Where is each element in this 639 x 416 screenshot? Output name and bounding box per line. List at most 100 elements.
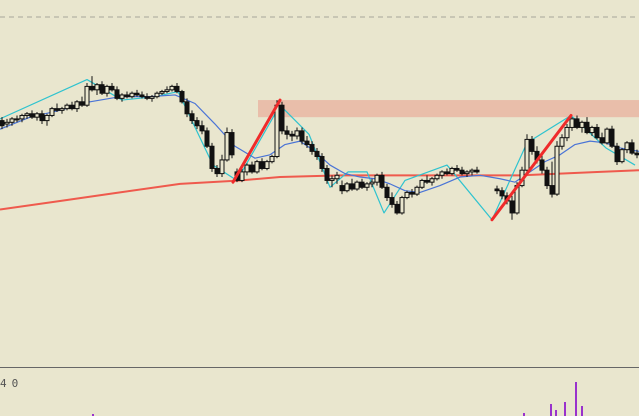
candle[interactable] [319, 153, 325, 172]
candle[interactable] [524, 134, 530, 172]
candle[interactable] [219, 154, 225, 178]
candle[interactable] [284, 125, 290, 140]
candle[interactable] [334, 171, 340, 184]
candle[interactable] [539, 154, 545, 174]
candle[interactable] [169, 84, 175, 92]
candle[interactable] [164, 86, 170, 94]
candle[interactable] [394, 200, 400, 215]
candle[interactable] [54, 103, 60, 113]
candle[interactable] [574, 115, 580, 130]
candle[interactable] [89, 76, 95, 92]
candle[interactable] [59, 106, 65, 114]
candle[interactable] [109, 82, 115, 92]
candle[interactable] [409, 189, 415, 198]
candle[interactable] [129, 91, 135, 99]
candle[interactable] [494, 185, 500, 195]
candle[interactable] [19, 113, 25, 123]
candle[interactable] [444, 168, 450, 176]
candle[interactable] [509, 195, 515, 220]
candle[interactable] [174, 82, 180, 94]
candle[interactable] [359, 178, 365, 189]
candle[interactable] [434, 173, 440, 181]
candle[interactable] [49, 106, 55, 118]
candle[interactable] [44, 113, 50, 126]
candle[interactable] [239, 168, 245, 183]
candle[interactable] [184, 98, 190, 118]
candle[interactable] [244, 163, 250, 176]
candle[interactable] [179, 89, 185, 104]
candle[interactable] [559, 134, 565, 150]
candle[interactable] [579, 120, 585, 133]
candle[interactable] [189, 110, 195, 125]
candle[interactable] [369, 178, 375, 188]
candle[interactable] [34, 112, 40, 121]
candle[interactable] [304, 135, 310, 148]
candle[interactable] [214, 165, 220, 178]
candle[interactable] [624, 141, 630, 154]
candle[interactable] [199, 120, 205, 135]
candle[interactable] [354, 180, 360, 191]
candle[interactable] [469, 168, 475, 176]
candle[interactable] [564, 124, 570, 142]
candle[interactable] [204, 127, 210, 148]
candle[interactable] [39, 110, 45, 125]
candle[interactable] [124, 91, 130, 99]
candle[interactable] [614, 142, 620, 166]
candle[interactable] [119, 93, 125, 102]
candle[interactable] [154, 91, 160, 99]
candle[interactable] [4, 118, 10, 128]
candle[interactable] [314, 147, 320, 160]
candle[interactable] [449, 166, 455, 176]
candle[interactable] [114, 86, 120, 101]
candle[interactable] [604, 127, 610, 145]
candle[interactable] [259, 158, 265, 171]
candle[interactable] [79, 96, 85, 107]
candle[interactable] [84, 82, 90, 107]
candle[interactable] [209, 142, 215, 172]
candle[interactable] [149, 94, 155, 102]
candle[interactable] [229, 129, 235, 159]
candle[interactable] [389, 192, 395, 208]
candle[interactable] [294, 127, 300, 140]
candle[interactable] [69, 101, 75, 111]
candle[interactable] [399, 195, 405, 215]
candle[interactable] [599, 132, 605, 145]
candle[interactable] [264, 159, 270, 171]
candle[interactable] [139, 91, 145, 99]
candle[interactable] [554, 141, 560, 196]
candle[interactable] [544, 166, 550, 189]
candle[interactable] [64, 103, 70, 111]
candles-layer[interactable] [0, 76, 639, 220]
candle[interactable] [14, 115, 20, 123]
candle[interactable] [549, 161, 555, 198]
candle[interactable] [329, 175, 335, 188]
candle[interactable] [619, 147, 625, 164]
candle[interactable] [569, 117, 575, 131]
candle[interactable] [254, 159, 260, 174]
candle[interactable] [594, 124, 600, 140]
candle[interactable] [349, 178, 355, 191]
candle[interactable] [29, 110, 35, 119]
candle[interactable] [584, 117, 590, 135]
candle[interactable] [629, 139, 635, 155]
candle[interactable] [159, 89, 165, 95]
candle[interactable] [404, 190, 410, 200]
candle[interactable] [0, 117, 5, 130]
candle[interactable] [459, 166, 465, 176]
candle[interactable] [609, 125, 615, 148]
candle[interactable] [384, 183, 390, 201]
candle[interactable] [464, 170, 470, 178]
candle[interactable] [194, 117, 200, 130]
candle[interactable] [364, 182, 370, 191]
candle[interactable] [289, 130, 295, 142]
candle[interactable] [309, 141, 315, 155]
candle[interactable] [299, 127, 305, 145]
candle[interactable] [379, 171, 385, 189]
candle[interactable] [474, 166, 480, 174]
candle[interactable] [589, 125, 595, 136]
candle[interactable] [24, 112, 30, 119]
candle[interactable] [454, 165, 460, 172]
candle[interactable] [339, 180, 345, 195]
